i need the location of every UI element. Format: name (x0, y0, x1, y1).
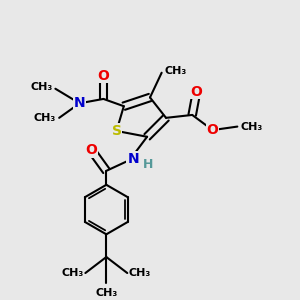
Text: O: O (190, 85, 202, 99)
Text: H: H (143, 158, 153, 171)
Text: O: O (85, 143, 97, 157)
Text: CH₃: CH₃ (62, 268, 84, 278)
Text: O: O (207, 123, 218, 137)
Text: CH₃: CH₃ (129, 268, 151, 278)
Text: CH₃: CH₃ (34, 113, 56, 123)
Text: CH₃: CH₃ (240, 122, 262, 132)
Text: N: N (74, 96, 85, 110)
Text: CH₃: CH₃ (30, 82, 52, 92)
Text: CH₃: CH₃ (165, 66, 187, 76)
Text: O: O (98, 69, 110, 82)
Text: CH₃: CH₃ (95, 288, 118, 298)
Text: S: S (112, 124, 122, 138)
Text: N: N (127, 152, 139, 166)
